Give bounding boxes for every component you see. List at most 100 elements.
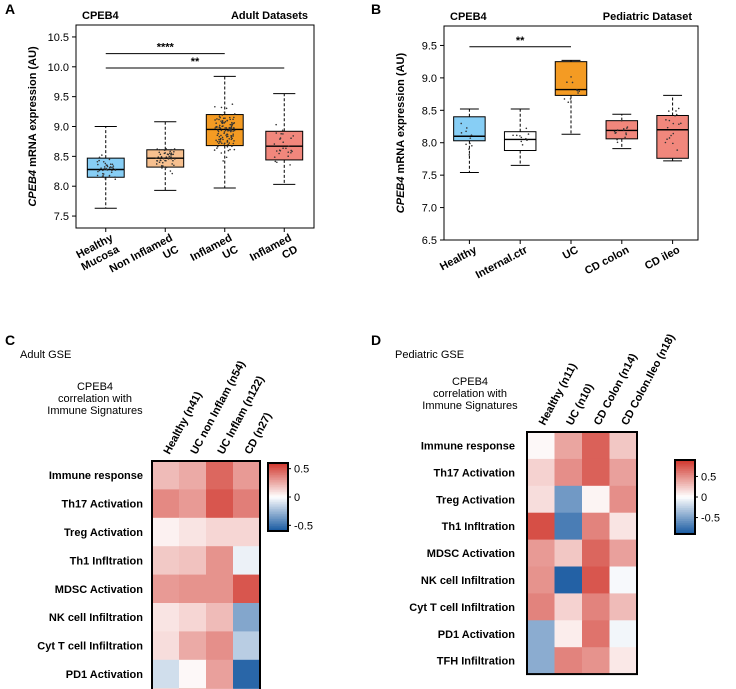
colorbar-segment: [675, 517, 695, 520]
colorbar-segment: [675, 493, 695, 496]
corner-label-line: correlation with: [433, 388, 507, 400]
data-point: [287, 145, 290, 147]
data-point: [101, 172, 104, 175]
colorbar-segment: [268, 512, 288, 515]
colorbar-segment: [268, 473, 288, 476]
data-point: [218, 118, 220, 121]
data-point: [520, 140, 523, 143]
data-point: [164, 152, 167, 154]
data-point: [224, 117, 226, 119]
data-point: [230, 129, 232, 132]
data-point: [217, 130, 220, 133]
row-label: Th1 Infltration: [70, 555, 144, 567]
heatmap-cell: [554, 539, 583, 567]
data-point: [471, 144, 473, 147]
colorbar-segment: [268, 505, 288, 508]
data-point: [282, 133, 284, 135]
colorbar-segment: [675, 498, 695, 502]
data-point: [613, 130, 616, 133]
data-point: [563, 98, 566, 100]
data-point: [231, 137, 233, 140]
row-label: MDSC Activation: [427, 548, 515, 560]
y-tick-label: 9.5: [422, 40, 437, 52]
colorbar-segment: [675, 482, 695, 485]
data-point: [171, 163, 173, 165]
heatmap-cell: [179, 603, 207, 632]
heatmap-cell: [527, 458, 555, 487]
heatmap-cell: [152, 546, 180, 576]
data-point: [218, 140, 221, 143]
heatmap-cell: [527, 620, 555, 648]
heatmap-cell: [233, 489, 261, 519]
heatmap-cell: [582, 485, 610, 514]
data-point: [273, 143, 276, 145]
data-point: [566, 81, 568, 84]
colorbar-segment: [675, 461, 695, 465]
data-point: [616, 138, 618, 141]
data-point: [227, 149, 230, 152]
data-point: [232, 118, 234, 121]
data-point: [233, 129, 236, 132]
data-point: [224, 129, 227, 132]
data-point: [282, 141, 285, 144]
data-point: [161, 167, 163, 169]
data-point: [216, 118, 218, 120]
colorbar-segment: [268, 483, 288, 486]
colorbar-segment: [675, 511, 695, 515]
colorbar-segment: [268, 498, 288, 501]
row-label: PD1 Activation: [66, 669, 144, 681]
heatmap-cell: [206, 489, 234, 519]
colorbar-segment: [675, 502, 695, 505]
data-point: [225, 127, 228, 129]
row-label: NK cell Infiltration: [49, 612, 143, 624]
data-point: [232, 135, 235, 137]
y-tick-label: 10.0: [48, 62, 69, 74]
colorbar-segment: [268, 480, 288, 483]
data-point: [173, 148, 176, 150]
row-label: Cyt T cell Infiltration: [409, 602, 515, 614]
data-point: [527, 133, 530, 135]
data-point: [217, 132, 220, 135]
data-point: [223, 143, 226, 145]
row-label: TFH Infiltration: [437, 656, 515, 668]
data-point: [216, 134, 219, 137]
column-header: CD (n27): [243, 411, 275, 457]
data-point: [226, 135, 229, 138]
data-point: [111, 163, 114, 166]
data-point: [103, 166, 106, 168]
heatmap-cell: [233, 574, 261, 604]
data-point: [232, 130, 234, 132]
colorbar-segment: [675, 504, 695, 507]
colorbar-segment: [675, 472, 695, 476]
data-point: [156, 160, 159, 162]
colorbar-segment: [268, 507, 288, 510]
data-point: [468, 148, 470, 150]
colorbar-segment: [268, 463, 288, 466]
data-point: [155, 163, 158, 165]
data-point: [666, 126, 669, 129]
y-axis-label: CPEB4 mRNA expression (AU): [27, 46, 39, 207]
box-body: [453, 116, 486, 142]
heatmap-cell: [152, 603, 180, 632]
data-point: [104, 177, 107, 180]
data-point: [220, 120, 222, 122]
data-point: [216, 145, 219, 148]
y-tick-label: 9.5: [54, 92, 69, 104]
row-label: Th17 Activation: [62, 499, 144, 511]
colorbar-segment: [675, 513, 695, 517]
y-axis-label: CPEB4 mRNA expression (AU): [395, 52, 407, 213]
data-point: [167, 157, 170, 160]
panel-label-d: D: [371, 332, 381, 348]
data-point: [160, 156, 163, 158]
data-point: [577, 92, 579, 94]
heatmap-cell: [179, 631, 207, 661]
colorbar-segment: [268, 485, 288, 488]
data-point: [108, 166, 111, 169]
colorbar-tick-label: 0: [701, 492, 707, 504]
data-point: [96, 160, 99, 163]
colorbar-segment: [675, 487, 695, 491]
colorbar-segment: [268, 490, 288, 493]
data-point: [224, 127, 226, 129]
boxplot-panel-a: CPEB4 Adult Datasets 7.5 8.0 8.5 9.0 9.5 10.0 10…: [27, 10, 315, 275]
